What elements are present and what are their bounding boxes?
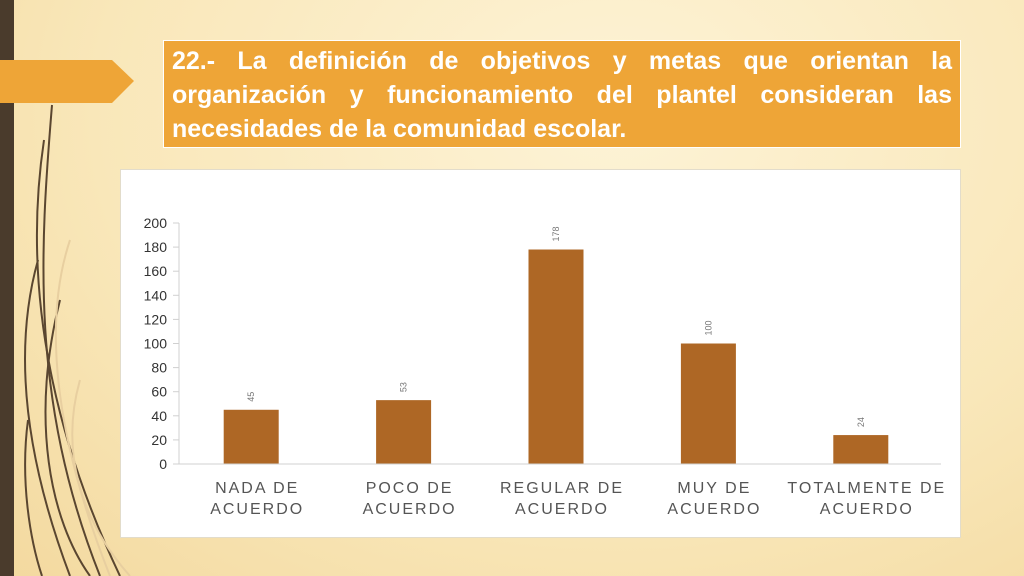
x-category-label-line: MUY DE (677, 480, 751, 497)
x-category-label-line: REGULAR DE (500, 480, 624, 497)
bars (223, 249, 889, 464)
data-label: 100 (703, 320, 713, 335)
x-category-label-line: ACUERDO (210, 501, 304, 518)
y-tick-label: 180 (144, 239, 168, 255)
x-category-label: TOTALMENTE DE ACUERDO (787, 480, 946, 518)
x-category-label-line: POCO DE (366, 480, 454, 497)
y-tick-label: 60 (151, 384, 167, 400)
bar (528, 249, 584, 464)
bar (376, 400, 432, 464)
y-axis: 0 20 40 60 80 100 120 140 160 180 200 (144, 215, 180, 472)
y-tick-label: 160 (144, 263, 168, 279)
y-tick-label: 200 (144, 215, 168, 231)
data-label: 24 (856, 417, 866, 427)
y-tick-label: 40 (151, 408, 167, 424)
chart-panel: 0 20 40 60 80 100 120 140 160 180 200 45 53 178 100 24… (120, 169, 961, 538)
arrow-tab-icon (0, 60, 134, 103)
data-label: 53 (399, 382, 409, 392)
y-tick-label: 20 (151, 432, 167, 448)
bar (223, 409, 279, 464)
slide-title: 22.- La definición de objetivos y metas … (172, 47, 952, 143)
left-strip (0, 0, 14, 576)
data-labels: 45 53 178 100 24 (246, 226, 866, 427)
decorative-curves (23, 104, 121, 576)
slide-title-box: 22.- La definición de objetivos y metas … (163, 40, 961, 148)
x-category-label-line: NADA DE (215, 480, 299, 497)
y-tick-label: 100 (144, 336, 168, 352)
x-category-label-line: TOTALMENTE DE (787, 480, 946, 497)
bar (680, 343, 736, 464)
decorative-curves-light (54, 239, 131, 576)
y-tick-label: 0 (159, 456, 167, 472)
x-category-label: NADA DE ACUERDO (210, 480, 304, 518)
x-category-label-line: ACUERDO (515, 501, 609, 518)
data-label: 178 (551, 226, 561, 241)
x-category-label-line: ACUERDO (820, 501, 914, 518)
y-tick-label: 80 (151, 360, 167, 376)
y-tick-label: 120 (144, 311, 168, 327)
y-tick-label: 140 (144, 287, 168, 303)
x-category-label-line: ACUERDO (667, 501, 761, 518)
bar-chart: 0 20 40 60 80 100 120 140 160 180 200 45 53 178 100 24… (144, 215, 946, 518)
x-category-label: MUY DE ACUERDO (667, 480, 761, 518)
x-category-label: REGULAR DE ACUERDO (500, 480, 624, 518)
x-category-label-line: ACUERDO (363, 501, 457, 518)
x-category-label: POCO DE ACUERDO (363, 480, 457, 518)
bar (833, 435, 889, 464)
data-label: 45 (246, 392, 256, 402)
x-axis: NADA DE ACUERDO POCO DE ACUERDO REGULAR DE AC… (179, 463, 946, 518)
